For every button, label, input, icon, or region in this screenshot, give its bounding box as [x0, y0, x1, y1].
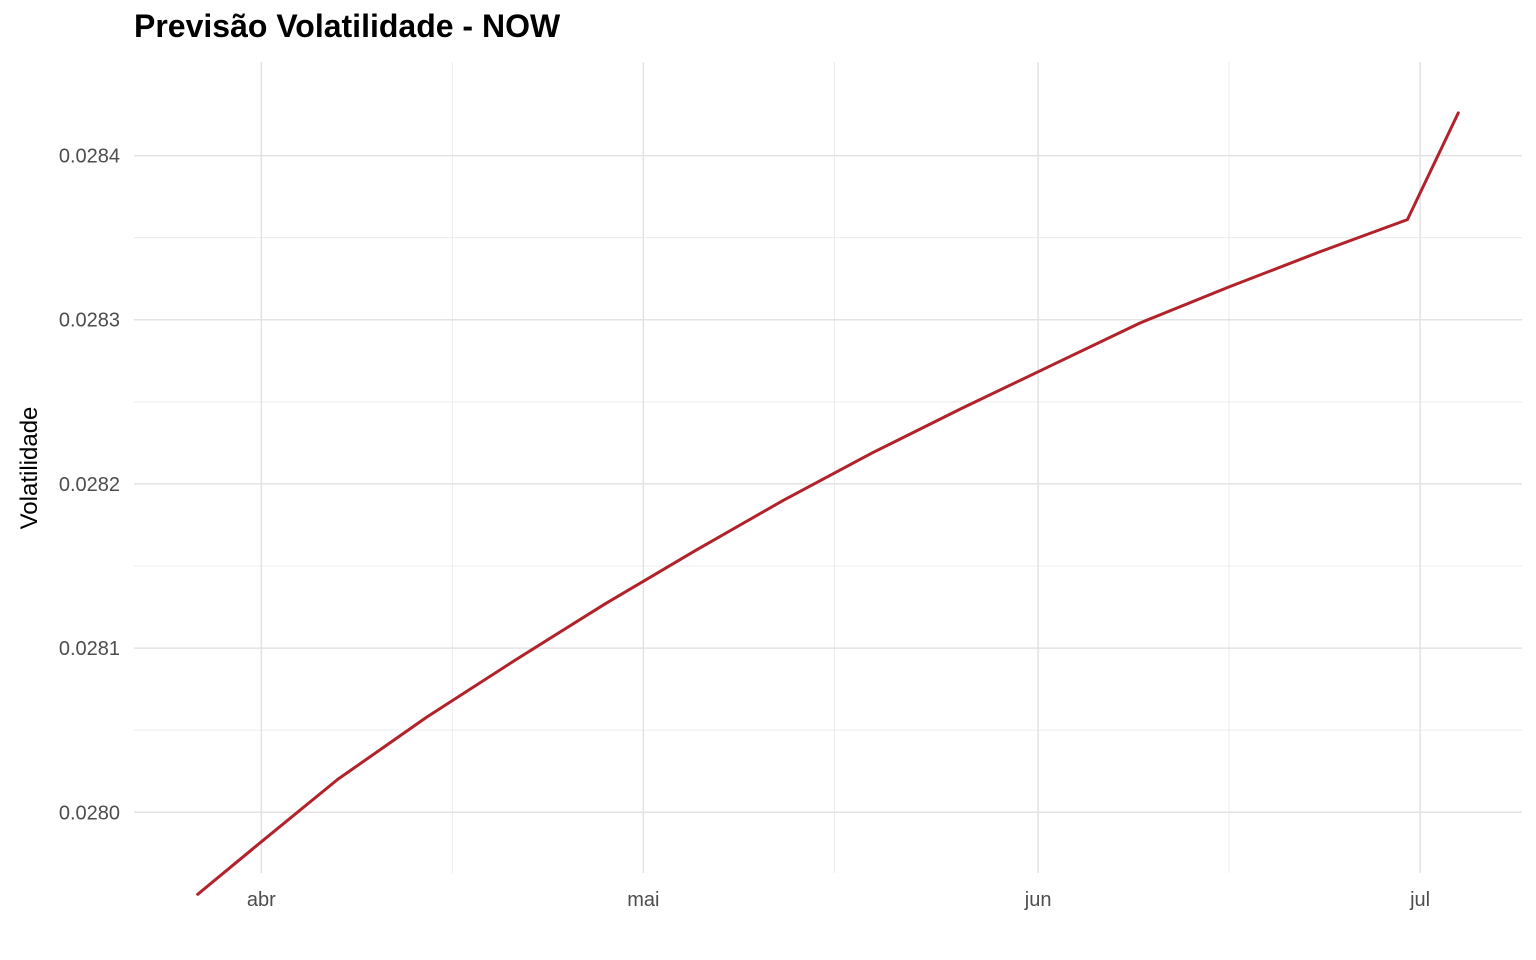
grid-lines [134, 62, 1522, 873]
y-tick-label: 0.0281 [59, 638, 120, 660]
y-axis-tick-labels: 0.0280 0.0281 0.0282 0.0283 0.0284 [59, 146, 120, 825]
volatility-forecast-line [196, 111, 1460, 896]
x-axis-tick-labels: abr mai jun jul [247, 889, 1430, 911]
y-tick-label: 0.0284 [59, 146, 120, 168]
y-tick-label: 0.0283 [59, 310, 120, 332]
x-tick-label: abr [247, 889, 276, 911]
x-tick-label: jul [1409, 889, 1430, 911]
chart-title: Previsão Volatilidade - NOW [134, 8, 561, 44]
y-axis-title: Volatilidade [16, 407, 43, 530]
x-tick-label: mai [627, 889, 659, 911]
series-layer [196, 111, 1460, 896]
y-tick-label: 0.0282 [59, 474, 120, 496]
y-tick-label: 0.0280 [59, 802, 120, 824]
x-tick-label: jun [1024, 889, 1052, 911]
